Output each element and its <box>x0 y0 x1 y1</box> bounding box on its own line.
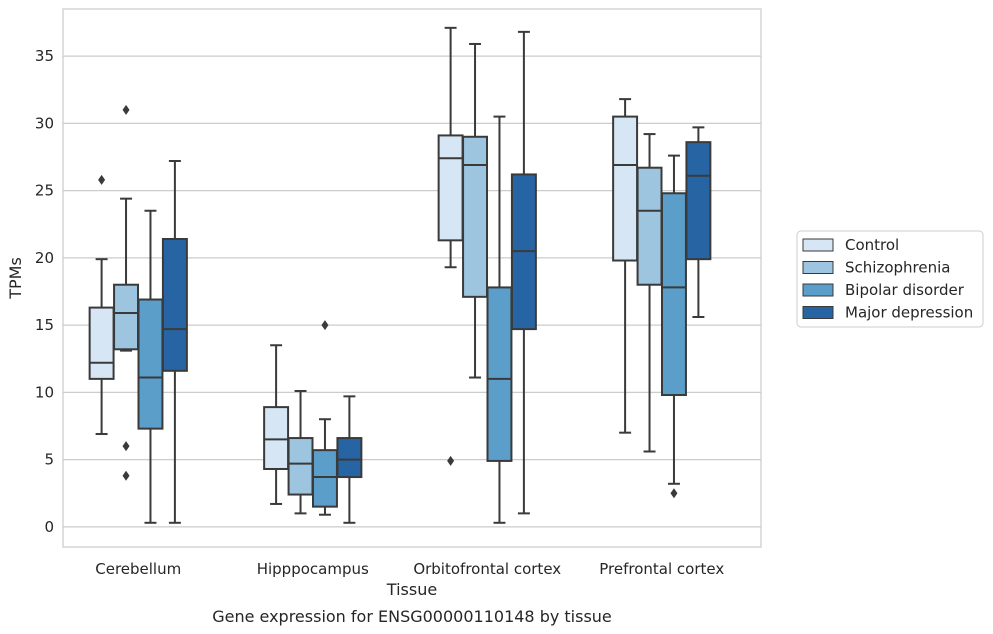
legend-swatch <box>802 261 834 274</box>
box-bipolar-disorder <box>486 115 513 524</box>
box-iqr <box>161 237 188 372</box>
legend-swatch <box>802 306 834 319</box>
legend-swatch <box>802 238 834 252</box>
box-major-depression <box>510 30 537 515</box>
box-plot-series <box>88 26 712 524</box>
y-tick-label: 5 <box>44 451 54 469</box>
x-tick-label: Orbitofrontal cortex <box>413 560 561 578</box>
outlier-point <box>98 174 106 185</box>
legend-entry: Control <box>845 236 899 254</box>
box-iqr <box>437 134 464 242</box>
outlier-point <box>670 488 678 499</box>
y-tick-label: 30 <box>35 114 54 132</box>
box-bipolar-disorder <box>311 320 338 516</box>
box-iqr <box>287 437 314 496</box>
y-tick-label: 10 <box>35 383 54 401</box>
y-axis-label: TPMs <box>6 257 25 300</box>
x-tick-label: Cerebellum <box>95 560 181 578</box>
box-iqr <box>263 406 290 470</box>
box-major-depression <box>336 395 363 524</box>
box-iqr <box>311 449 338 508</box>
box-iqr <box>636 166 663 286</box>
outlier-point <box>447 455 455 466</box>
box-control <box>612 98 639 434</box>
box-iqr <box>113 283 140 351</box>
legend-entry: Bipolar disorder <box>845 281 965 299</box>
x-tick-label: Prefrontal cortex <box>599 560 724 578</box>
box-bipolar-disorder <box>660 154 687 499</box>
legend: Control Schizophrenia Bipolar disorder Majo… <box>796 230 984 328</box>
outlier-point <box>122 470 130 481</box>
box-control <box>88 174 115 436</box>
box-iqr <box>685 141 712 261</box>
box-iqr <box>486 286 513 462</box>
box-major-depression <box>161 159 188 524</box>
box-schizophrenia <box>113 104 140 481</box>
outlier-point <box>321 320 329 331</box>
legend-entry: Schizophrenia <box>845 259 950 277</box>
y-tick-label: 15 <box>35 316 54 334</box>
plot-frame <box>62 8 762 548</box>
y-tick-label: 20 <box>35 249 54 267</box>
legend-swatch <box>802 283 834 297</box>
box-iqr <box>462 135 489 298</box>
box-iqr <box>612 115 639 262</box>
y-tick-label: 35 <box>35 47 54 65</box>
outlier-point <box>122 104 130 115</box>
figure-caption: Gene expression for ENSG00000110148 by t… <box>212 607 612 626</box>
box-iqr <box>88 306 115 380</box>
box-schizophrenia <box>287 389 314 515</box>
box-schizophrenia <box>462 42 489 379</box>
legend-entry: Major depression <box>845 304 973 322</box>
y-tick-label: 0 <box>44 518 54 536</box>
box-iqr <box>660 192 687 397</box>
box-iqr <box>137 298 164 430</box>
box-schizophrenia <box>636 133 663 453</box>
x-tick-label: Hipppocampus <box>257 560 369 578</box>
outlier-point <box>122 441 130 452</box>
legend-box <box>796 230 984 328</box>
x-axis-label: Tissue <box>386 580 437 599</box>
y-tick-label: 25 <box>35 182 54 200</box>
box-major-depression <box>685 126 712 319</box>
box-control <box>263 344 290 505</box>
y-axis-ticks: 0 5 10 15 20 25 30 35 <box>35 47 54 536</box>
box-iqr <box>336 437 363 479</box>
x-axis-ticks: Cerebellum Hipppocampus Orbitofrontal cort… <box>95 560 724 578</box>
box-control <box>437 26 464 466</box>
